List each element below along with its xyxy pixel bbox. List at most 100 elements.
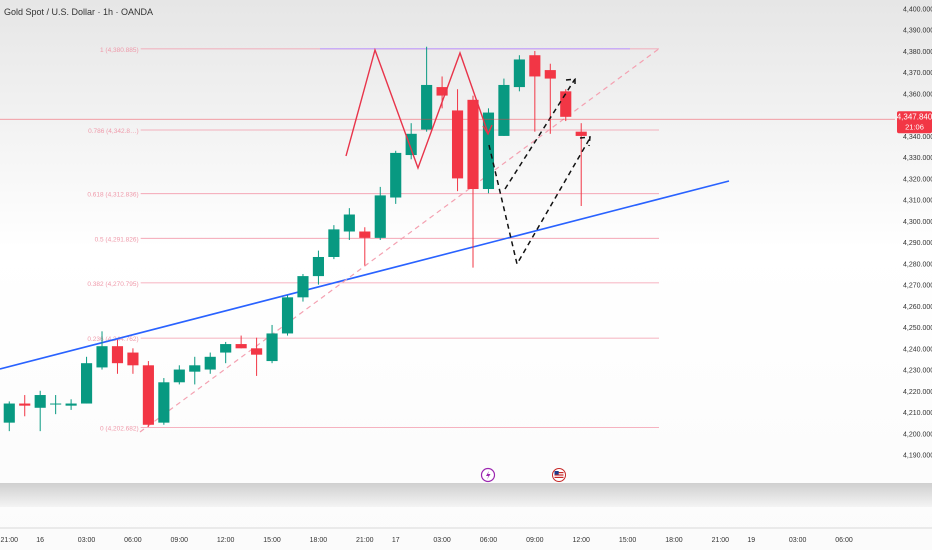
candle-bullish[interactable]	[328, 229, 340, 257]
y-tick-label: 4,190.000	[903, 453, 932, 460]
double-top-zigzag[interactable]	[345, 47, 489, 171]
candle-bearish[interactable]	[359, 231, 371, 238]
drawings[interactable]	[0, 47, 730, 433]
candle-bullish[interactable]	[50, 403, 62, 405]
fib-level-label: 0.618 (4,312.836)	[87, 192, 138, 199]
y-tick-label: 4,300.000	[903, 219, 932, 226]
x-tick-label: 19	[747, 537, 755, 544]
projection-path[interactable]	[488, 78, 591, 267]
pattern-arrowhead	[482, 124, 493, 136]
y-tick-label: 4,280.000	[903, 261, 932, 268]
x-tick-label: 03:00	[78, 537, 96, 544]
candle-bearish[interactable]	[111, 346, 124, 364]
candle-bearish[interactable]	[560, 91, 572, 117]
x-tick-label: 12:00	[572, 537, 590, 544]
x-tick-label: 18:00	[310, 537, 328, 544]
x-tick-label: 21:00	[356, 537, 374, 544]
candles	[3, 46, 587, 432]
price-axis[interactable]: 4,400.000 4,390.000 4,380.000 4,370.000 4,36…	[903, 6, 932, 459]
y-tick-label: 4,240.000	[903, 346, 932, 353]
x-tick-label: 09:00	[526, 537, 544, 544]
candle-bullish[interactable]	[421, 84, 433, 130]
y-tick-label: 4,270.000	[903, 283, 932, 290]
x-tick-label: 06:00	[480, 537, 498, 544]
candle-bullish[interactable]	[189, 365, 201, 372]
candle-bullish[interactable]	[3, 403, 15, 423]
candle-bearish[interactable]	[451, 110, 464, 179]
candle-bullish[interactable]	[390, 152, 402, 198]
y-tick-label: 4,290.000	[903, 240, 932, 247]
y-tick-label: 4,390.000	[903, 28, 932, 35]
y-tick-label: 4,380.000	[903, 49, 932, 56]
candle-bullish[interactable]	[513, 59, 525, 88]
projection-arrow-zigzag	[579, 136, 591, 147]
y-tick-label: 4,220.000	[903, 389, 932, 396]
candle-bullish[interactable]	[281, 297, 294, 334]
x-tick-label: 18:00	[665, 537, 683, 544]
candle-bullish[interactable]	[266, 333, 278, 362]
x-tick-label: 06:00	[124, 537, 142, 544]
x-tick-label: 21:00	[712, 537, 730, 544]
y-tick-label: 4,210.000	[903, 410, 932, 417]
candle-bearish[interactable]	[529, 55, 541, 77]
fib-level-label: 0.382 (4,270.795)	[87, 281, 138, 288]
fib-level-label: 0 (4,202.682)	[100, 426, 139, 433]
candle-bearish[interactable]	[127, 352, 139, 366]
candle-bullish[interactable]	[96, 346, 108, 368]
candle-bearish[interactable]	[251, 348, 263, 355]
x-tick-label: 03:00	[789, 537, 807, 544]
y-tick-label: 4,200.000	[903, 431, 932, 438]
candle-bearish[interactable]	[142, 365, 154, 425]
candle-bullish[interactable]	[204, 356, 216, 370]
chart-title: Gold Spot / U.S. Dollar · 1h · OANDA	[4, 7, 153, 17]
candle-bullish[interactable]	[297, 276, 309, 298]
y-tick-label: 4,250.000	[903, 325, 932, 332]
candle-bearish[interactable]	[436, 87, 448, 96]
candle-bullish[interactable]	[65, 403, 77, 406]
event-lightning-icon[interactable]	[480, 467, 496, 483]
candle-bullish[interactable]	[80, 363, 93, 404]
candle-bearish[interactable]	[575, 131, 587, 136]
us-flag-icon[interactable]	[552, 468, 566, 482]
candle-bullish[interactable]	[374, 195, 386, 238]
x-tick-label: 06:00	[835, 537, 853, 544]
y-tick-label: 4,230.000	[903, 368, 932, 375]
double-top-pattern[interactable]	[345, 47, 493, 171]
y-tick-label: 4,340.000	[903, 134, 932, 141]
y-tick-label: 4,400.000	[903, 6, 932, 13]
candle-bullish[interactable]	[343, 214, 355, 232]
x-tick-label: 03:00	[433, 537, 451, 544]
candle-bullish[interactable]	[482, 112, 495, 190]
candle-bullish[interactable]	[312, 256, 324, 277]
fib-level-label: 0.5 (4,291.826)	[95, 236, 139, 243]
candle-bullish[interactable]	[405, 133, 417, 156]
candle-bearish[interactable]	[467, 99, 479, 190]
y-tick-label: 4,320.000	[903, 176, 932, 183]
y-tick-label: 4,370.000	[903, 70, 932, 77]
candle-bearish[interactable]	[19, 403, 31, 406]
projection-path-up[interactable]	[504, 78, 576, 190]
x-tick-label: 16	[36, 537, 44, 544]
projection-path-zigzag[interactable]	[488, 137, 591, 267]
candle-bullish[interactable]	[498, 84, 510, 136]
current-price-badge: 4,347.840 21:06	[897, 111, 932, 134]
time-axis[interactable]: 21:00 16 03:00 06:00 09:00 12:00 15:00 18:00 21:…	[1, 537, 853, 544]
x-tick-label: 09:00	[171, 537, 189, 544]
candle-bullish[interactable]	[220, 344, 232, 353]
y-tick-label: 4,360.000	[903, 91, 932, 98]
fib-level-label: 0.786 (4,342.8…)	[88, 128, 139, 135]
bar-countdown: 21:06	[905, 122, 924, 131]
candle-bullish[interactable]	[158, 382, 170, 423]
x-tick-label: 12:00	[217, 537, 235, 544]
trendline[interactable]	[0, 180, 730, 370]
candle-bearish[interactable]	[544, 70, 556, 79]
x-tick-label: 15:00	[619, 537, 637, 544]
candle-bearish[interactable]	[235, 344, 247, 349]
y-tick-label: 4,330.000	[903, 155, 932, 162]
x-tick-label: 17	[392, 537, 400, 544]
candle-bullish[interactable]	[173, 369, 185, 383]
x-tick-label: 21:00	[1, 537, 19, 544]
candle-bullish[interactable]	[34, 395, 46, 408]
